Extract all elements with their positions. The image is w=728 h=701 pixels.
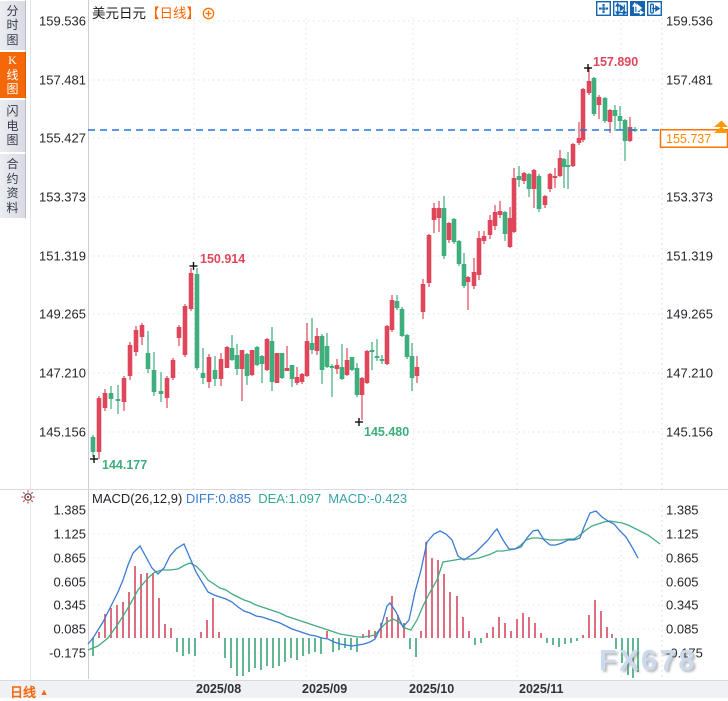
svg-text:145.156: 145.156 [666, 425, 713, 440]
svg-text:155.427: 155.427 [39, 131, 86, 146]
svg-text:0.605: 0.605 [53, 575, 86, 590]
svg-text:1.125: 1.125 [666, 527, 699, 542]
svg-text:0.605: 0.605 [666, 575, 699, 590]
svg-text:155.737: 155.737 [666, 132, 711, 146]
svg-text:149.265: 149.265 [666, 307, 713, 322]
svg-text:0.085: 0.085 [666, 622, 699, 637]
svg-text:145.480: 145.480 [364, 425, 409, 439]
svg-text:0.345: 0.345 [666, 598, 699, 613]
svg-text:153.373: 153.373 [666, 190, 713, 205]
svg-text:147.210: 147.210 [666, 366, 713, 381]
svg-text:145.156: 145.156 [39, 425, 86, 440]
svg-text:1.385: 1.385 [666, 503, 699, 518]
svg-text:-0.175: -0.175 [49, 646, 86, 661]
svg-text:151.319: 151.319 [666, 249, 713, 264]
svg-text:144.177: 144.177 [102, 458, 147, 472]
svg-text:151.319: 151.319 [39, 249, 86, 264]
svg-text:159.536: 159.536 [666, 14, 713, 29]
svg-text:153.373: 153.373 [39, 190, 86, 205]
svg-text:157.890: 157.890 [593, 55, 638, 69]
svg-text:150.914: 150.914 [200, 252, 245, 266]
svg-text:0.865: 0.865 [53, 551, 86, 566]
svg-text:157.481: 157.481 [666, 73, 713, 88]
svg-text:147.210: 147.210 [39, 366, 86, 381]
svg-text:157.481: 157.481 [39, 73, 86, 88]
svg-text:1.385: 1.385 [53, 503, 86, 518]
svg-text:-0.175: -0.175 [666, 646, 703, 661]
svg-text:0.085: 0.085 [53, 622, 86, 637]
svg-text:1.125: 1.125 [53, 527, 86, 542]
svg-text:159.536: 159.536 [39, 14, 86, 29]
svg-text:0.345: 0.345 [53, 598, 86, 613]
svg-text:0.865: 0.865 [666, 551, 699, 566]
svg-text:149.265: 149.265 [39, 307, 86, 322]
